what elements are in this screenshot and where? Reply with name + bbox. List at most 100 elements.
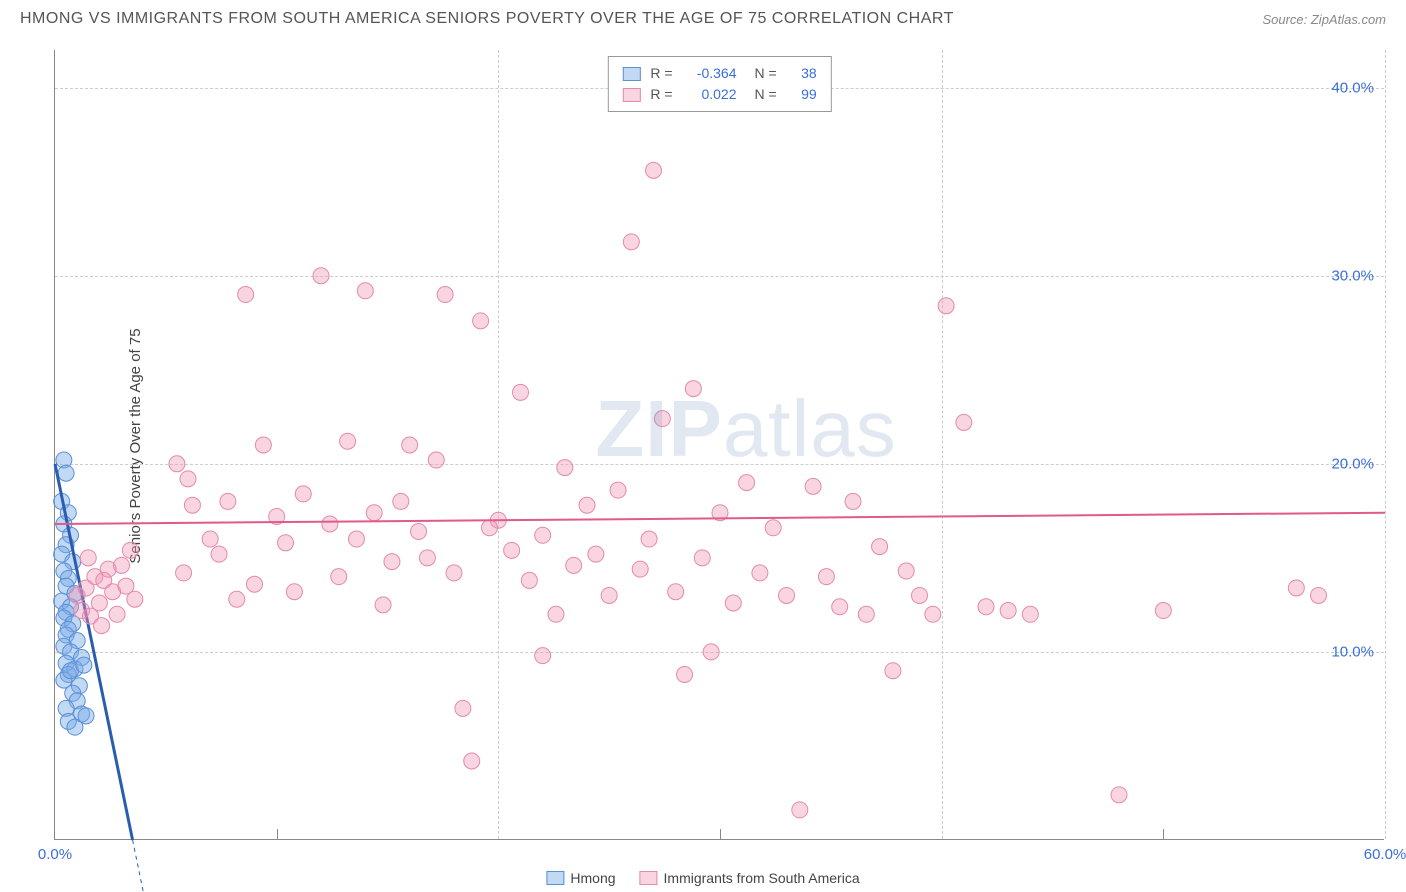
scatter-point-south_america <box>566 557 582 573</box>
scatter-point-south_america <box>94 618 110 634</box>
scatter-point-south_america <box>437 287 453 303</box>
n-label: N = <box>755 84 777 105</box>
scatter-point-south_america <box>677 666 693 682</box>
scatter-point-south_america <box>858 606 874 622</box>
scatter-point-south_america <box>872 539 888 555</box>
correlation-stats-legend: R =-0.364N =38R =0.022N =99 <box>607 56 831 112</box>
scatter-point-south_america <box>1311 587 1327 603</box>
scatter-point-south_america <box>428 452 444 468</box>
scatter-point-south_america <box>357 283 373 299</box>
legend-swatch <box>640 871 658 885</box>
scatter-point-south_america <box>504 542 520 558</box>
scatter-point-south_america <box>402 437 418 453</box>
scatter-point-south_america <box>792 802 808 818</box>
header-bar: HMONG VS IMMIGRANTS FROM SOUTH AMERICA S… <box>0 0 1406 36</box>
r-label: R = <box>650 63 672 84</box>
n-value: 99 <box>787 84 817 105</box>
scatter-point-south_america <box>127 591 143 607</box>
scatter-point-south_america <box>601 587 617 603</box>
gridline-vertical <box>1385 50 1386 839</box>
legend-swatch <box>546 871 564 885</box>
scatter-point-south_america <box>1288 580 1304 596</box>
scatter-point-south_america <box>238 287 254 303</box>
scatter-point-south_america <box>557 460 573 476</box>
scatter-point-south_america <box>513 384 529 400</box>
scatter-point-south_america <box>632 561 648 577</box>
scatter-point-south_america <box>348 531 364 547</box>
scatter-point-south_america <box>211 546 227 562</box>
scatter-point-south_america <box>322 516 338 532</box>
scatter-point-south_america <box>548 606 564 622</box>
scatter-point-south_america <box>114 557 130 573</box>
scatter-point-south_america <box>1022 606 1038 622</box>
scatter-point-south_america <box>295 486 311 502</box>
scatter-point-hmong <box>76 657 92 673</box>
chart-title: HMONG VS IMMIGRANTS FROM SOUTH AMERICA S… <box>20 10 954 28</box>
scatter-point-south_america <box>779 587 795 603</box>
legend-item: Hmong <box>546 870 615 886</box>
n-label: N = <box>755 63 777 84</box>
scatter-point-south_america <box>623 234 639 250</box>
stats-row: R = -0.364 N = 38 <box>622 63 816 84</box>
scatter-point-south_america <box>91 595 107 611</box>
scatter-point-south_america <box>978 599 994 615</box>
legend-swatch <box>622 67 640 81</box>
plot-area: 10.0%20.0%30.0%40.0%0.0%60.0% ZIPatlas R… <box>54 50 1384 840</box>
scatter-point-south_america <box>340 433 356 449</box>
scatter-point-south_america <box>641 531 657 547</box>
scatter-point-south_america <box>818 569 834 585</box>
scatter-point-south_america <box>725 595 741 611</box>
scatter-point-south_america <box>752 565 768 581</box>
legend-label: Hmong <box>570 870 615 886</box>
r-value: -0.364 <box>683 63 737 84</box>
r-label: R = <box>650 84 672 105</box>
scatter-point-south_america <box>885 663 901 679</box>
scatter-point-south_america <box>588 546 604 562</box>
scatter-point-south_america <box>366 505 382 521</box>
scatter-point-south_america <box>455 700 471 716</box>
legend-item: Immigrants from South America <box>640 870 860 886</box>
scatter-point-south_america <box>220 493 236 509</box>
scatter-point-south_america <box>278 535 294 551</box>
scatter-point-south_america <box>610 482 626 498</box>
scatter-point-south_america <box>703 644 719 660</box>
scatter-point-south_america <box>331 569 347 585</box>
scatter-point-south_america <box>202 531 218 547</box>
scatter-point-south_america <box>535 648 551 664</box>
scatter-point-south_america <box>375 597 391 613</box>
scatter-point-south_america <box>176 565 192 581</box>
scatter-point-south_america <box>464 753 480 769</box>
n-value: 38 <box>787 63 817 84</box>
scatter-point-south_america <box>694 550 710 566</box>
scatter-point-south_america <box>521 572 537 588</box>
scatter-point-south_america <box>765 520 781 536</box>
scatter-point-south_america <box>938 298 954 314</box>
scatter-point-south_america <box>535 527 551 543</box>
scatter-point-south_america <box>925 606 941 622</box>
scatter-point-south_america <box>419 550 435 566</box>
scatter-point-south_america <box>109 606 125 622</box>
scatter-point-south_america <box>247 576 263 592</box>
scatter-point-south_america <box>393 493 409 509</box>
legend-swatch <box>622 88 640 102</box>
scatter-point-south_america <box>685 381 701 397</box>
scatter-point-south_america <box>739 475 755 491</box>
scatter-point-south_america <box>956 414 972 430</box>
scatter-point-south_america <box>80 550 96 566</box>
scatter-point-south_america <box>912 587 928 603</box>
scatter-point-south_america <box>845 493 861 509</box>
scatter-point-hmong <box>58 465 74 481</box>
scatter-point-hmong <box>78 708 94 724</box>
scatter-point-south_america <box>229 591 245 607</box>
scatter-point-south_america <box>654 411 670 427</box>
stats-row: R =0.022N =99 <box>622 84 816 105</box>
scatter-point-south_america <box>481 520 497 536</box>
scatter-point-south_america <box>1111 787 1127 803</box>
scatter-point-south_america <box>255 437 271 453</box>
scatter-point-south_america <box>832 599 848 615</box>
scatter-point-south_america <box>122 542 138 558</box>
scatter-point-south_america <box>805 478 821 494</box>
scatter-point-south_america <box>411 524 427 540</box>
series-legend: Hmong Immigrants from South America <box>546 870 859 886</box>
scatter-point-south_america <box>579 497 595 513</box>
